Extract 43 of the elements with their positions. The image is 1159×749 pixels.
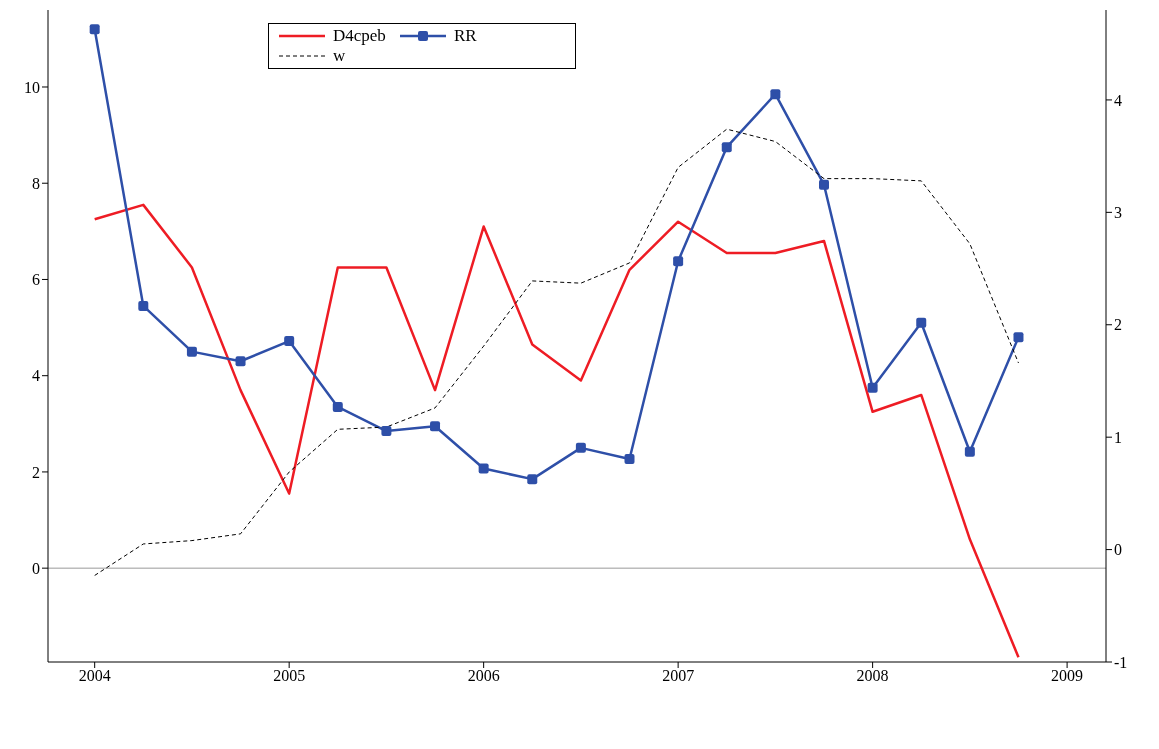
y2-tick-label: -1 [1114, 653, 1128, 671]
point [916, 317, 927, 328]
y2-tick-label: 0 [1114, 541, 1122, 559]
point [138, 300, 149, 311]
x-tick-label: 2006 [467, 667, 500, 685]
point [1013, 332, 1024, 343]
y-tick-label: 2 [32, 463, 40, 481]
legend-label: RR [453, 26, 477, 46]
point [430, 421, 441, 432]
x-tick-label: 2004 [78, 667, 111, 685]
point [673, 256, 684, 267]
point [235, 356, 246, 367]
point [478, 463, 489, 474]
legend-label: w [333, 46, 346, 66]
y2-tick-label: 1 [1114, 428, 1122, 446]
line-series [94, 128, 1019, 576]
y-tick-label: 4 [32, 367, 40, 385]
point [284, 336, 295, 347]
point [186, 346, 197, 357]
point [819, 179, 829, 190]
line-series [93, 203, 1020, 659]
point [527, 474, 538, 485]
point [964, 446, 975, 457]
x-tick-label: 2008 [856, 667, 889, 685]
y-tick-label: 8 [32, 174, 40, 192]
point [624, 453, 635, 464]
y2-tick-label: 3 [1114, 204, 1122, 222]
point [381, 426, 392, 437]
point [575, 442, 586, 453]
x-tick-label: 2009 [1051, 667, 1084, 685]
y-tick-label: 0 [32, 559, 40, 577]
point [867, 382, 878, 393]
x-tick-label: 2005 [273, 667, 306, 685]
point [89, 24, 100, 35]
x-tick-label: 2007 [662, 667, 695, 685]
point [721, 142, 732, 153]
point [770, 89, 781, 100]
legend-label: D4cpeb [333, 26, 386, 46]
y-tick-label: 10 [24, 78, 40, 96]
point [332, 401, 343, 412]
y-tick-label: 6 [32, 271, 40, 289]
y2-tick-label: 4 [1114, 91, 1122, 109]
y2-tick-label: 2 [1114, 316, 1122, 334]
